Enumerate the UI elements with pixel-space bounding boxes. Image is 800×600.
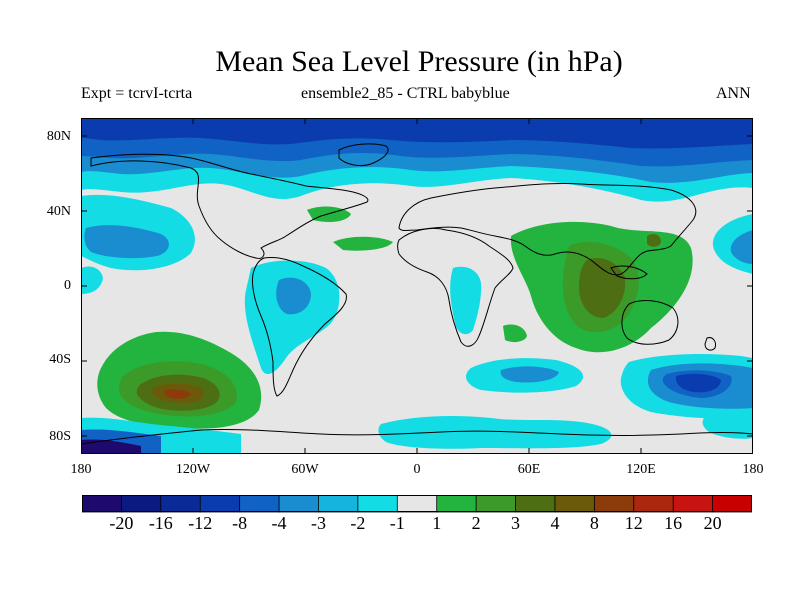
colorbar-swatch-5	[278, 495, 320, 513]
new-zealand-coastline	[704, 337, 716, 351]
southern-pacific-low-core	[675, 373, 721, 393]
colorbar-swatch-1	[121, 495, 162, 513]
colorbar-label: -16	[148, 513, 173, 533]
coastlines	[81, 143, 753, 445]
lat-label-40n: 40N	[46, 204, 71, 219]
colorbar-swatch-9	[436, 495, 478, 513]
colorbar-swatch-16	[712, 495, 752, 513]
colorbar-swatch-14	[633, 495, 675, 513]
lat-label-40s: 40S	[49, 352, 71, 367]
pacific-east-edge-low	[81, 266, 103, 294]
south-america-low-outer	[244, 260, 340, 375]
arctic-low-contour-4	[81, 118, 753, 149]
colorbar-label: -3	[310, 513, 326, 533]
colorbar-swatch-15	[672, 495, 714, 513]
australia-coastline	[621, 300, 679, 345]
colorbar-label: -1	[389, 513, 405, 533]
south-pacific-high-peak	[164, 389, 191, 399]
africa-low	[450, 266, 482, 335]
antarctic-low-central	[378, 416, 612, 449]
lat-label-equator: 0	[64, 278, 71, 293]
colorbar-swatch-13	[593, 495, 635, 513]
colorbar-swatch-7	[357, 495, 399, 513]
lon-label-60w: 60W	[291, 462, 319, 477]
colorbar-label: -2	[350, 513, 366, 533]
period-label: ANN	[716, 85, 751, 102]
indian-ocean-high	[503, 324, 527, 343]
lat-label-80n: 80N	[46, 129, 71, 144]
lon-label-120w: 120W	[175, 462, 211, 477]
colorbar-label: -20	[109, 513, 134, 533]
colorbar-label: 1	[432, 513, 442, 533]
colorbar-label: 20	[703, 513, 722, 533]
colorbar-label: 12	[624, 513, 643, 533]
colorbar-label: -4	[271, 513, 287, 533]
colorbar-label: -12	[188, 513, 213, 533]
pressure-map	[81, 118, 753, 454]
experiment-label: Expt = tcrvI-tcrta	[81, 85, 193, 102]
southern-indian-low-inner	[500, 366, 559, 383]
ensemble-label: ensemble2_85 - CTRL babyblue	[301, 85, 510, 102]
colorbar-swatch-2	[160, 495, 202, 513]
lon-label-0: 0	[413, 462, 421, 477]
maritime-continent-coastline	[610, 265, 648, 280]
lon-label-180w: 180	[70, 462, 92, 477]
antarctic-low-west-core	[81, 439, 141, 454]
lon-ticks	[192, 118, 642, 454]
north-pacific-low-inner	[84, 225, 169, 259]
map-title: Mean Sea Level Pressure (in hPa)	[215, 45, 623, 78]
south-america-low-inner	[276, 277, 311, 315]
colorbar-swatch-8	[396, 495, 438, 513]
colorbar-label: 2	[471, 513, 481, 533]
africa-coastline	[397, 227, 514, 347]
lat-label-80s: 80S	[49, 429, 71, 444]
indo-pacific-high-contour-3	[579, 258, 626, 318]
west-pacific-low-inner	[730, 230, 753, 264]
greenland-coastline	[338, 143, 389, 167]
eurasia-coastline	[398, 182, 697, 276]
north-america-coastline	[90, 153, 369, 259]
colorbar-swatch-11	[515, 495, 556, 513]
lon-label-60e: 60E	[517, 462, 541, 477]
antarctica-coastline	[81, 428, 753, 445]
colorbar-swatch-0	[82, 495, 123, 513]
colorbar-swatch-6	[318, 495, 359, 513]
mid-atlantic-high	[333, 236, 393, 251]
colorbar-swatch-3	[199, 495, 241, 513]
colorbar-label: 16	[664, 513, 683, 533]
colorbar-swatch-10	[475, 495, 517, 513]
lon-label-120e: 120E	[626, 462, 656, 477]
colorbar-swatch-4	[239, 495, 280, 513]
colorbar-label: -8	[232, 513, 248, 533]
lat-ticks	[81, 135, 753, 437]
indo-pacific-high-peak	[647, 234, 661, 247]
colorbar-label: 4	[550, 513, 560, 533]
south-america-coastline	[252, 257, 347, 397]
colorbar	[82, 495, 752, 513]
lon-label-180e: 180	[742, 462, 764, 477]
colorbar-label: 8	[589, 513, 599, 533]
colorbar-label: 3	[511, 513, 521, 533]
colorbar-swatch-12	[554, 495, 596, 513]
